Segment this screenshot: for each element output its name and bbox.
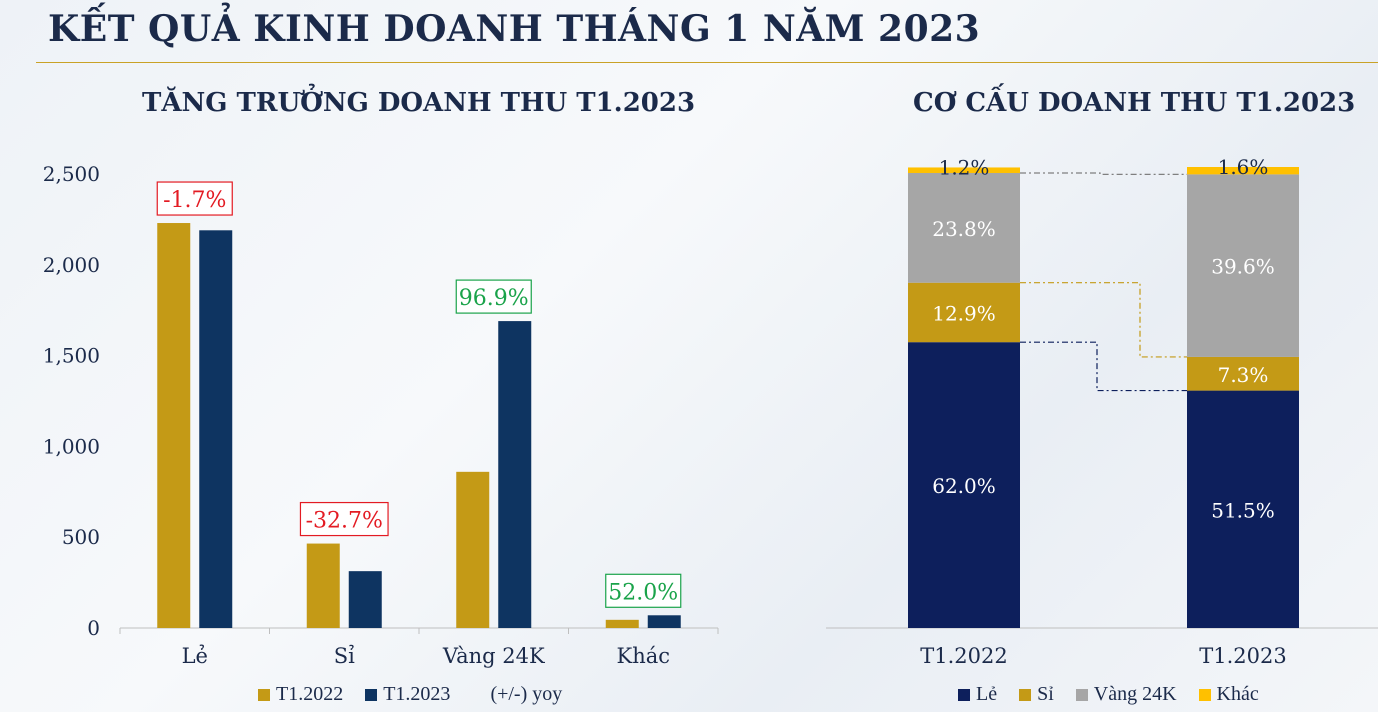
- stack-segment-le: [1187, 390, 1299, 628]
- page-title: KẾT QUẢ KINH DOANH THÁNG 1 NĂM 2023: [48, 8, 981, 50]
- bar-t2022: [456, 471, 490, 628]
- growth-chart-title: TĂNG TRƯỞNG DOANH THU T1.2023: [142, 88, 696, 118]
- legend-label-khac: Khác: [1216, 683, 1259, 705]
- y-tick-label: 2,500: [43, 162, 100, 186]
- legend-swatch-vang: [1075, 688, 1088, 701]
- legend-item-vang: Vàng 24K: [1075, 683, 1177, 706]
- structure-chart-title: CƠ CẤU DOANH THU T1.2023: [913, 88, 1356, 118]
- segment-value-label: 62.0%: [932, 474, 996, 498]
- legend-label-vang: Vàng 24K: [1093, 683, 1177, 705]
- yoy-label: -32.7%: [306, 509, 383, 534]
- yoy-label-box: [605, 573, 682, 608]
- segment-value-label: 51.5%: [1211, 498, 1275, 522]
- bar-t2023: [498, 321, 532, 628]
- legend-item-si: Sỉ: [1019, 683, 1054, 706]
- yoy-label: -1.7%: [163, 188, 226, 213]
- x-tick-label: T1.2022: [920, 644, 1008, 668]
- legend-swatch-le: [958, 688, 970, 701]
- structure-chart-legend: Lẻ Sỉ Vàng 24K Khác: [958, 683, 1281, 706]
- legend-swatch-khac: [1198, 688, 1211, 701]
- bar-t2022: [157, 223, 191, 629]
- legend-item-le: Lẻ: [958, 683, 997, 706]
- bar-t2023: [647, 615, 681, 628]
- bar-t2022: [605, 619, 639, 628]
- stack-connector-line: [1020, 282, 1187, 358]
- legend-item-yoy: (+/-) yoy: [490, 683, 562, 706]
- y-tick-label: 500: [62, 525, 100, 549]
- legend-swatch-t2023: [365, 688, 378, 701]
- x-tick-label: Vàng 24K: [442, 644, 545, 668]
- segment-value-label: 23.8%: [932, 217, 996, 241]
- stack-segment-vang: [908, 172, 1020, 283]
- legend-label-t2022: T1.2022: [276, 683, 344, 705]
- title-divider: [36, 62, 1378, 63]
- growth-chart-legend: T1.2022 T1.2023 (+/-) yoy: [258, 683, 584, 706]
- yoy-label-box: [299, 501, 389, 537]
- legend-label-si: Sỉ: [1037, 683, 1054, 705]
- stack-connector-line: [1020, 172, 1187, 175]
- legend-swatch-si: [1019, 688, 1032, 701]
- bar-t2022: [306, 543, 340, 628]
- x-tick-label: Sỉ: [334, 644, 355, 668]
- y-tick-label: 2,000: [43, 253, 100, 277]
- x-tick-label: Lẻ: [182, 644, 208, 668]
- stack-connector-line: [1020, 341, 1187, 392]
- legend-label-t2023: T1.2023: [383, 683, 451, 705]
- stack-segment-khac: [908, 167, 1020, 173]
- segment-value-label: 1.2%: [939, 155, 990, 179]
- legend-item-khac: Khác: [1198, 683, 1259, 706]
- legend-label-le: Lẻ: [976, 683, 998, 705]
- yoy-label: 96.9%: [459, 286, 529, 311]
- yoy-label-box: [156, 181, 233, 216]
- segment-value-label: 1.6%: [1218, 155, 1269, 179]
- legend-swatch-t2022: [258, 688, 270, 701]
- bar-t2023: [348, 571, 382, 628]
- segment-value-label: 39.6%: [1211, 255, 1275, 279]
- x-tick-label: Khác: [617, 644, 671, 668]
- segment-value-label: 7.3%: [1218, 363, 1269, 387]
- stack-segment-si: [1187, 356, 1299, 391]
- stack-segment-vang: [1187, 174, 1299, 357]
- legend-label-yoy: (+/-) yoy: [490, 683, 563, 705]
- x-tick-label: T1.2023: [1199, 644, 1287, 668]
- y-tick-label: 0: [87, 616, 100, 640]
- bar-t2023: [199, 230, 233, 628]
- stack-segment-si: [908, 282, 1020, 343]
- y-tick-label: 1,000: [43, 434, 100, 458]
- legend-item-t2023: T1.2023: [365, 683, 450, 706]
- y-tick-label: 1,500: [43, 344, 100, 368]
- segment-value-label: 12.9%: [932, 301, 996, 325]
- legend-item-t2022: T1.2022: [258, 683, 343, 706]
- yoy-label-box: [455, 279, 532, 314]
- stack-segment-khac: [1187, 167, 1299, 175]
- stack-segment-le: [908, 342, 1020, 628]
- yoy-label: 52.0%: [608, 580, 678, 605]
